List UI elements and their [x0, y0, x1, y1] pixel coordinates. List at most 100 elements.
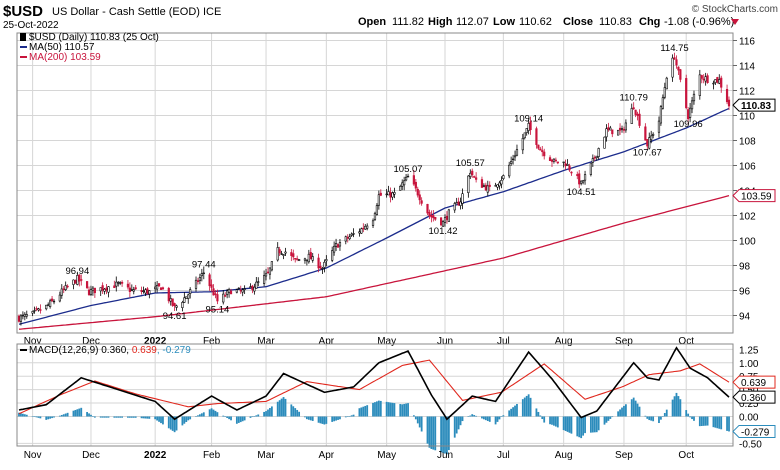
histogram-bar [481, 416, 483, 419]
candle [346, 234, 349, 243]
candle-body [385, 193, 388, 196]
macd-x-tick-label: Jun [437, 450, 453, 461]
candle [257, 277, 260, 287]
candle [525, 128, 528, 136]
histogram-bar [685, 410, 688, 417]
histogram-bar [597, 416, 600, 431]
candle [508, 161, 511, 179]
macd-signal-series [18, 359, 730, 415]
candle-body [294, 258, 297, 260]
candle [169, 294, 172, 306]
candle-body [140, 290, 143, 292]
close-value: 110.83 [599, 16, 632, 28]
candle-body [494, 185, 497, 187]
histogram-bar [183, 416, 186, 424]
histogram-bar [372, 402, 374, 417]
candle [25, 310, 28, 319]
histogram-bar [169, 416, 172, 430]
histogram-bar [376, 401, 378, 417]
candle [716, 76, 719, 84]
price-x-tick-label: Jul [497, 336, 510, 347]
candle-body [589, 162, 592, 175]
candle [33, 306, 36, 314]
histogram-bar [339, 416, 341, 420]
candle-body [224, 295, 227, 297]
candle [688, 103, 692, 123]
candle-body [321, 267, 324, 270]
candle-body [416, 188, 419, 196]
candle [278, 246, 281, 257]
candle-body [338, 242, 342, 247]
candle [403, 176, 406, 191]
candle-body [500, 179, 503, 185]
candle [720, 75, 723, 93]
histogram-bar [537, 411, 540, 417]
candle [488, 181, 491, 192]
histogram-bar [311, 416, 314, 421]
histogram-bar [698, 416, 701, 427]
candle [115, 276, 118, 292]
candle [284, 247, 287, 257]
candle [406, 173, 410, 178]
histogram-bar [467, 416, 470, 417]
candle-body [692, 93, 696, 102]
candle [498, 180, 501, 190]
histogram-bar [475, 415, 478, 417]
macd-x-ticks [32, 344, 687, 446]
candle [578, 169, 581, 189]
histogram-bar [93, 416, 96, 418]
histogram-bar [185, 416, 188, 423]
open-label: Open [358, 16, 386, 28]
candle [39, 304, 42, 314]
candle [47, 302, 50, 307]
candle [23, 312, 26, 321]
histogram-bar [412, 415, 415, 417]
candle-body [605, 128, 608, 138]
candle-body [266, 271, 270, 274]
histogram-bar [702, 416, 705, 426]
candle-body [198, 277, 202, 282]
histogram-bar [158, 416, 160, 422]
histogram-bar [693, 416, 695, 421]
candle [562, 161, 565, 168]
candle-body [404, 176, 408, 181]
candle [420, 197, 423, 206]
price-annotation: 104.51 [567, 187, 596, 198]
histogram-bar [101, 416, 104, 418]
histogram-bar [440, 416, 443, 453]
candle-body [399, 186, 402, 191]
candle-body [292, 253, 295, 258]
candle-body [227, 289, 231, 293]
histogram-bar [319, 416, 322, 424]
price-annotation: 94.61 [163, 311, 187, 322]
candle-body [685, 78, 688, 109]
candle-body [578, 173, 581, 185]
candle-body [37, 308, 40, 311]
candle-body [93, 287, 96, 294]
close-last-value: 110.83 [732, 98, 776, 112]
candle-body [45, 304, 48, 310]
candle [457, 197, 460, 206]
macd-legend-text: MACD(12,26,9) 0.360, 0.639, -0.279 [29, 345, 191, 356]
histogram-bar [568, 416, 571, 433]
histogram-bar [224, 416, 227, 417]
histogram-bar [51, 416, 53, 419]
candle-body [441, 221, 445, 227]
price-panel-frame [16, 32, 734, 334]
candle [603, 136, 606, 149]
candle [441, 220, 445, 227]
candle [597, 147, 600, 160]
histogram-bar [648, 416, 651, 421]
histogram-bar [304, 416, 306, 418]
candle [50, 296, 54, 302]
candle [537, 144, 540, 150]
candle-body [461, 193, 464, 204]
macd-x-tick-label: Nov [24, 450, 42, 461]
ma200-series [18, 194, 730, 330]
macd-x-tick-label: Apr [319, 450, 335, 461]
candle [459, 197, 462, 210]
price-y-tick-label: 96 [739, 287, 751, 298]
price-x-tick-label: Aug [555, 336, 573, 347]
candle [237, 287, 240, 290]
